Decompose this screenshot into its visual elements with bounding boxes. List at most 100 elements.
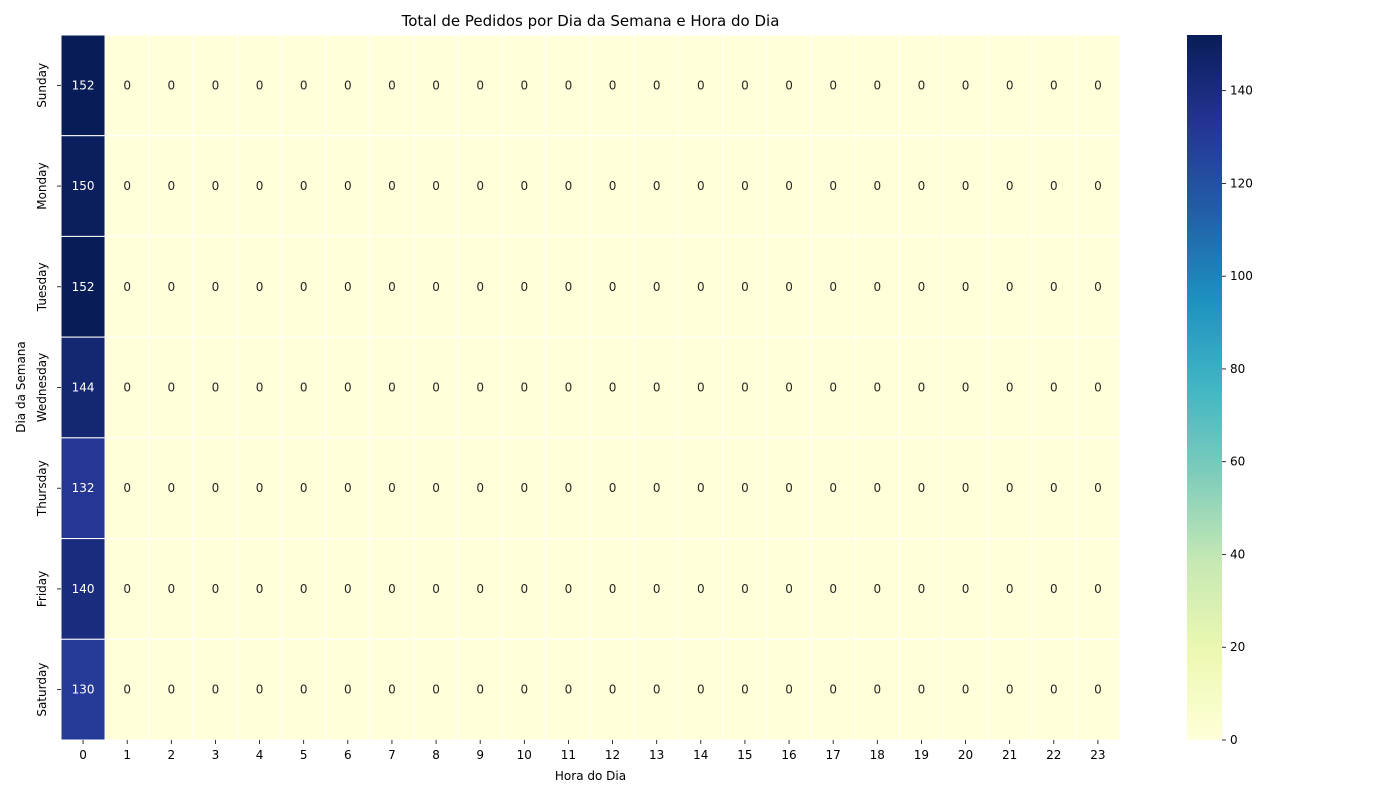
colorbar-tick-label: 0: [1230, 733, 1238, 747]
heatmap-cell: [104, 638, 150, 741]
cell-value-label: 0: [918, 582, 926, 596]
cell-value-label: 0: [565, 381, 573, 395]
x-tick-label: 13: [649, 748, 664, 762]
heatmap-cell: [237, 235, 283, 338]
cell-value-label: 0: [476, 683, 484, 697]
heatmap-cell: [60, 437, 106, 540]
cell-value-label: 0: [123, 280, 131, 294]
cell-value-label: 0: [1094, 179, 1102, 193]
heatmap-cell: [281, 538, 327, 640]
heatmap-cell: [722, 437, 768, 540]
cell-value-label: 0: [609, 179, 617, 193]
heatmap-cell: [943, 235, 989, 338]
heatmap-cell: [369, 437, 415, 540]
heatmap-cell: [590, 638, 636, 741]
heatmap-cell: [810, 235, 856, 338]
heatmap-cell: [854, 437, 900, 540]
cell-value-label: 0: [256, 582, 264, 596]
cell-value-label: 0: [873, 179, 881, 193]
cell-value-label: 0: [432, 78, 440, 92]
colorbar-tick-label: 100: [1230, 269, 1253, 283]
heatmap-cell: [148, 34, 194, 137]
heatmap-cell: [104, 336, 150, 439]
heatmap-cell: [148, 336, 194, 439]
x-tick-label: 6: [344, 748, 352, 762]
y-tick-label: Tuesday: [35, 262, 49, 312]
cell-value-label: 0: [388, 481, 396, 495]
heatmap-cell: [1031, 135, 1077, 237]
cell-value-label: 0: [609, 481, 617, 495]
heatmap-cell: [237, 135, 283, 237]
heatmap-cell: [369, 538, 415, 640]
x-tick-label: 12: [605, 748, 620, 762]
heatmap-cell: [148, 235, 194, 338]
cell-value-label: 0: [212, 179, 220, 193]
cell-value-label: 0: [697, 179, 705, 193]
cell-value-label: 0: [476, 582, 484, 596]
heatmap-cell: [325, 437, 371, 540]
heatmap-cell: [545, 135, 591, 237]
heatmap-cell: [413, 437, 459, 540]
x-tick-label: 20: [958, 748, 973, 762]
x-tick-label: 16: [781, 748, 796, 762]
cell-value-label: 0: [873, 280, 881, 294]
cell-value-label: 0: [123, 481, 131, 495]
cell-value-label: 0: [918, 179, 926, 193]
y-tick-label: Friday: [35, 571, 49, 607]
cell-value-label: 0: [344, 481, 352, 495]
cell-value-label: 0: [1006, 582, 1014, 596]
heatmap-cell: [369, 235, 415, 338]
heatmap-cell: [501, 437, 547, 540]
cell-value-label: 150: [72, 179, 95, 193]
cell-value-label: 0: [1050, 481, 1058, 495]
heatmap-cell: [325, 638, 371, 741]
cell-value-label: 0: [256, 683, 264, 697]
cell-value-label: 0: [565, 481, 573, 495]
cell-value-label: 0: [1050, 179, 1058, 193]
x-tick-label: 1: [123, 748, 131, 762]
colorbar-tick-label: 20: [1230, 640, 1245, 654]
heatmap-cell: [457, 336, 503, 439]
cell-value-label: 0: [432, 179, 440, 193]
cell-value-label: 0: [829, 381, 837, 395]
heatmap-cell: [325, 135, 371, 237]
heatmap-cell: [1031, 437, 1077, 540]
cell-value-label: 0: [1050, 381, 1058, 395]
cell-value-label: 0: [829, 78, 837, 92]
cell-value-label: 0: [962, 683, 970, 697]
heatmap-cell: [678, 336, 724, 439]
cell-value-label: 0: [167, 481, 175, 495]
heatmap-cell: [413, 538, 459, 640]
cell-value-label: 0: [476, 179, 484, 193]
cell-value-label: 0: [520, 280, 528, 294]
heatmap-cell: [104, 437, 150, 540]
heatmap-cell: [810, 538, 856, 640]
cell-value-label: 0: [697, 78, 705, 92]
heatmap-cell: [898, 638, 944, 741]
heatmap-cell: [457, 538, 503, 640]
cell-value-label: 0: [167, 683, 175, 697]
y-axis-ticks: Sunday Monday Tuesday Wednesday Thursday Frid…: [35, 63, 61, 717]
cell-value-label: 0: [697, 582, 705, 596]
cell-value-label: 0: [344, 179, 352, 193]
cell-value-label: 0: [300, 481, 308, 495]
heatmap-cell: [943, 34, 989, 137]
heatmap-cell: [501, 336, 547, 439]
colorbar-gradient: [1187, 35, 1222, 740]
heatmap-cell: [722, 336, 768, 439]
heatmap-cell: [1031, 638, 1077, 741]
heatmap-cell: [192, 437, 238, 540]
heatmap-cell: [854, 336, 900, 439]
heatmap-cell: [501, 538, 547, 640]
colorbar: 0 20 40 60 80 100 120 140: [1187, 35, 1253, 747]
cell-value-label: 0: [962, 179, 970, 193]
cell-value-label: 0: [565, 582, 573, 596]
y-tick-label: Monday: [35, 162, 49, 209]
chart-title: Total de Pedidos por Dia da Semana e Hor…: [401, 12, 780, 30]
x-tick-label: 14: [693, 748, 708, 762]
cell-value-label: 0: [476, 381, 484, 395]
cell-value-label: 152: [72, 280, 95, 294]
heatmap-cell: [766, 34, 812, 137]
cell-value-label: 0: [432, 381, 440, 395]
cell-value-label: 0: [1006, 683, 1014, 697]
